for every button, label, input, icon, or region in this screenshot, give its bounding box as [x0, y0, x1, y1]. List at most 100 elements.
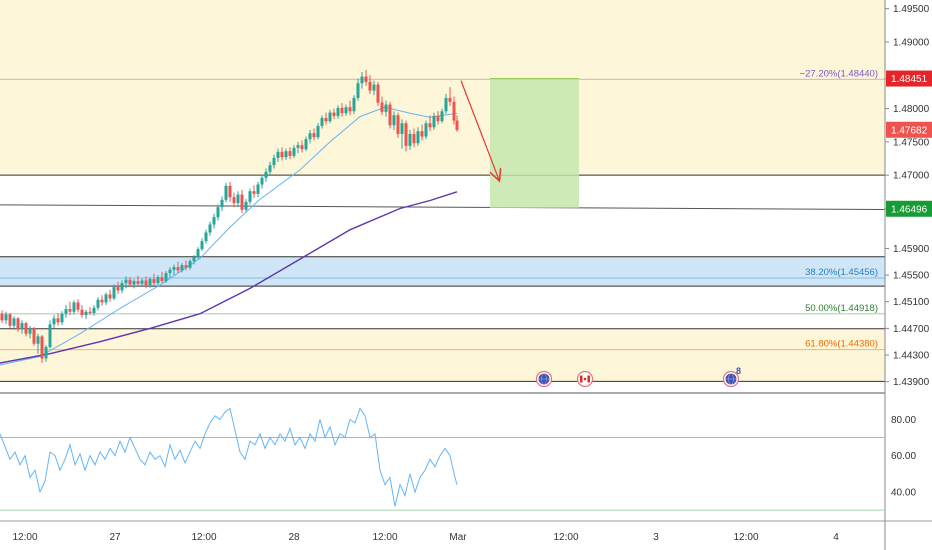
candle-body — [120, 283, 124, 291]
candle-body — [84, 311, 88, 316]
candle-body — [216, 207, 220, 218]
candle-body — [188, 261, 192, 268]
candle-body — [364, 76, 368, 82]
price-tick-label: 1.45900 — [893, 244, 930, 255]
candle-body — [424, 123, 428, 137]
candle-body — [352, 97, 356, 112]
fib-level-label: 50.00%(1.44918) — [805, 303, 878, 314]
candle-body — [172, 267, 176, 270]
candle-body — [260, 177, 264, 185]
position-reward-box[interactable] — [490, 175, 579, 208]
candle-body — [420, 131, 424, 137]
time-tick-label: 3 — [653, 532, 659, 543]
candle-body — [312, 133, 316, 138]
candle-body — [376, 84, 380, 103]
candle-body — [200, 241, 204, 250]
candle-body — [36, 336, 40, 344]
price-badge — [886, 70, 932, 87]
price-tick-label: 1.49000 — [893, 37, 930, 48]
event-count-label: 8 — [736, 366, 741, 376]
candle-body — [224, 185, 228, 200]
candle-body — [244, 201, 248, 210]
candle-body — [116, 287, 120, 291]
candle-body — [56, 318, 60, 323]
candle-body — [24, 323, 28, 334]
candle-body — [396, 115, 400, 134]
time-axis[interactable]: 12:00 27 12:00 28 12:00 Mar 12:00 3 12:00 4 — [12, 532, 839, 543]
candle-body — [148, 279, 152, 286]
candle-body — [240, 194, 244, 210]
fib-level-label: −27.20%(1.48440) — [800, 68, 878, 79]
candle-body — [92, 307, 96, 314]
candle-body — [455, 120, 459, 130]
candle-body — [428, 123, 432, 128]
price-tick-label: 1.45100 — [893, 297, 930, 308]
candle-body — [432, 115, 436, 128]
candle-body — [184, 265, 188, 268]
candle-body — [348, 107, 352, 112]
maple-leaf-icon — [583, 377, 587, 381]
time-tick-label: 4 — [833, 532, 839, 543]
candle-body — [228, 185, 232, 198]
candle-body — [356, 83, 360, 98]
candle-body — [408, 133, 412, 146]
candle-body — [76, 302, 80, 310]
upper-yellow-zone — [0, 0, 885, 176]
price-axis[interactable]: 1.495001.490001.484501.480001.475001.470… — [885, 4, 930, 388]
candle-body — [52, 318, 56, 325]
candle-body — [12, 318, 16, 326]
candle-body — [412, 133, 416, 144]
rsi-pane: 80.00 60.00 40.00 — [0, 407, 916, 511]
time-tick-label: Mar — [449, 532, 467, 543]
candle-body — [156, 277, 160, 284]
candle-body — [196, 249, 200, 258]
candle-body — [72, 302, 76, 312]
candle-body — [232, 197, 236, 204]
position-risk-box[interactable] — [490, 78, 579, 176]
candle-body — [296, 145, 300, 148]
candle-body — [268, 165, 272, 172]
candle-body — [108, 294, 112, 299]
candle-body — [16, 318, 20, 330]
candle-body — [272, 157, 276, 166]
price-tick-label: 1.47500 — [893, 137, 930, 148]
price-tick-label: 1.45500 — [893, 271, 930, 282]
candle-body — [280, 151, 284, 158]
short-position-tool[interactable] — [490, 78, 579, 208]
candle-body — [276, 151, 280, 158]
candle-body — [180, 265, 184, 271]
down-arrow-drawing[interactable] — [460, 80, 499, 180]
rsi-line — [0, 407, 458, 507]
candle-body — [384, 104, 388, 112]
horizontal-lines-layer — [0, 78, 886, 382]
candle-body — [444, 97, 448, 112]
event-markers-layer[interactable]: 8 — [535, 366, 742, 388]
price-tick-label: 1.44300 — [893, 351, 930, 362]
candle-body — [212, 217, 216, 225]
candle-body — [368, 81, 372, 91]
candle-body — [400, 123, 404, 134]
time-tick-label: 28 — [288, 532, 300, 543]
candle-body — [104, 294, 108, 303]
candle-body — [256, 184, 260, 194]
canada-flag-band — [580, 375, 583, 383]
price-badge-label: 1.47682 — [891, 125, 928, 136]
candle-body — [96, 299, 100, 308]
candle-body — [360, 76, 364, 84]
arrow-drawing[interactable] — [460, 80, 499, 180]
candle-body — [124, 279, 128, 284]
candle-body — [164, 273, 168, 282]
candle-body — [40, 336, 44, 359]
candle-body — [304, 139, 308, 150]
candle-body — [220, 199, 224, 208]
candle-body — [4, 314, 8, 321]
price-badge-label: 1.48451 — [891, 74, 928, 85]
candle-body — [32, 328, 36, 344]
candle-body — [204, 232, 208, 242]
candle-body — [264, 171, 268, 178]
candle-body — [436, 115, 440, 122]
candle-body — [112, 287, 116, 299]
lower-yellow-zone — [0, 328, 885, 382]
candles-layer — [0, 69, 459, 364]
